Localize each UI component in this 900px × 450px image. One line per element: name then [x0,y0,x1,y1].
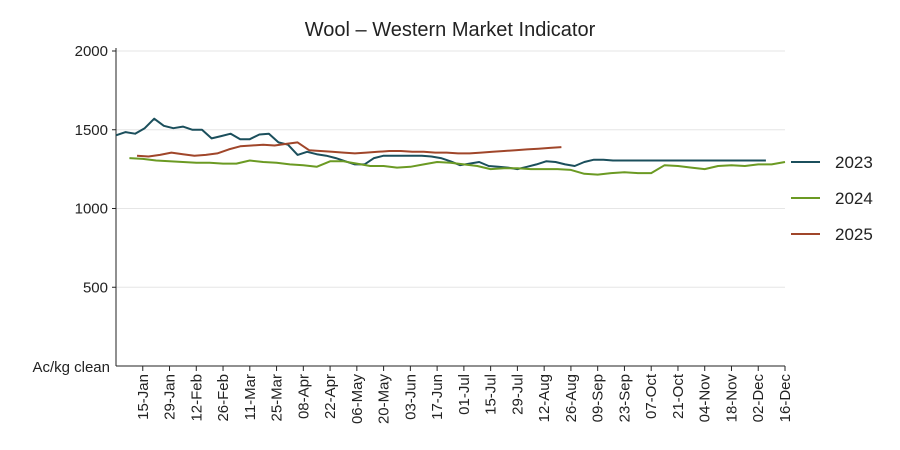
x-tick-label: 09-Sep [590,374,607,422]
x-tick-label: 12-Feb [188,374,205,422]
x-tick-label: 22-Apr [322,374,339,419]
series-line-2024 [129,157,786,176]
x-tick-label: 16-Dec [777,374,794,423]
x-tick-label: 17-Jun [429,374,446,420]
x-tick-label: 26-Feb [215,374,232,422]
x-tick-label: 11-Mar [242,374,259,420]
x-tick-label: 01-Jul [456,374,473,415]
y-tick-label: 2000 [75,43,108,60]
x-tick-label: 06-May [349,374,366,425]
x-tick-label: 25-Mar [269,374,286,422]
series-lines [115,117,786,176]
y-tick-label: 1000 [75,201,108,218]
legend-label-2024: 2024 [835,189,873,208]
y-tick-label: 1500 [75,122,108,139]
x-tick-label: 08-Apr [295,374,312,419]
x-tick-label: 23-Sep [616,374,633,422]
chart-title: Wool – Western Market Indicator [305,19,596,41]
y-tick-label: 500 [83,279,108,296]
x-tick-label: 21-Oct [670,373,687,419]
legend-label-2023: 2023 [835,153,873,172]
x-tick-label: 07-Oct [643,373,660,419]
x-tick-label: 29-Jan [162,374,179,420]
legend: 2023 2024 2025 [791,153,873,244]
x-tick-label: 12-Aug [536,374,553,422]
x-tick-label: 15-Jul [483,374,500,415]
x-tick-label: 03-Jun [402,374,419,420]
x-tick-label: 20-May [376,374,393,425]
x-tick-label: 18-Nov [723,374,740,423]
y-axis-label: Ac/kg clean [32,359,110,376]
x-tick-label: 02-Dec [750,374,767,423]
legend-label-2025: 2025 [835,225,873,244]
x-tick-label: 04-Nov [697,374,714,423]
x-tick-label: 15-Jan [135,374,152,420]
series-line-2025 [136,141,562,158]
axes: 500 1000 1500 2000 15-Jan 29-Jan 12-Feb 26-Feb 1… [75,43,794,424]
x-tick-label: 26-Aug [563,374,580,422]
grid [116,50,785,288]
x-tick-label: 29-Jul [509,374,526,415]
series-line-2023 [115,117,766,171]
